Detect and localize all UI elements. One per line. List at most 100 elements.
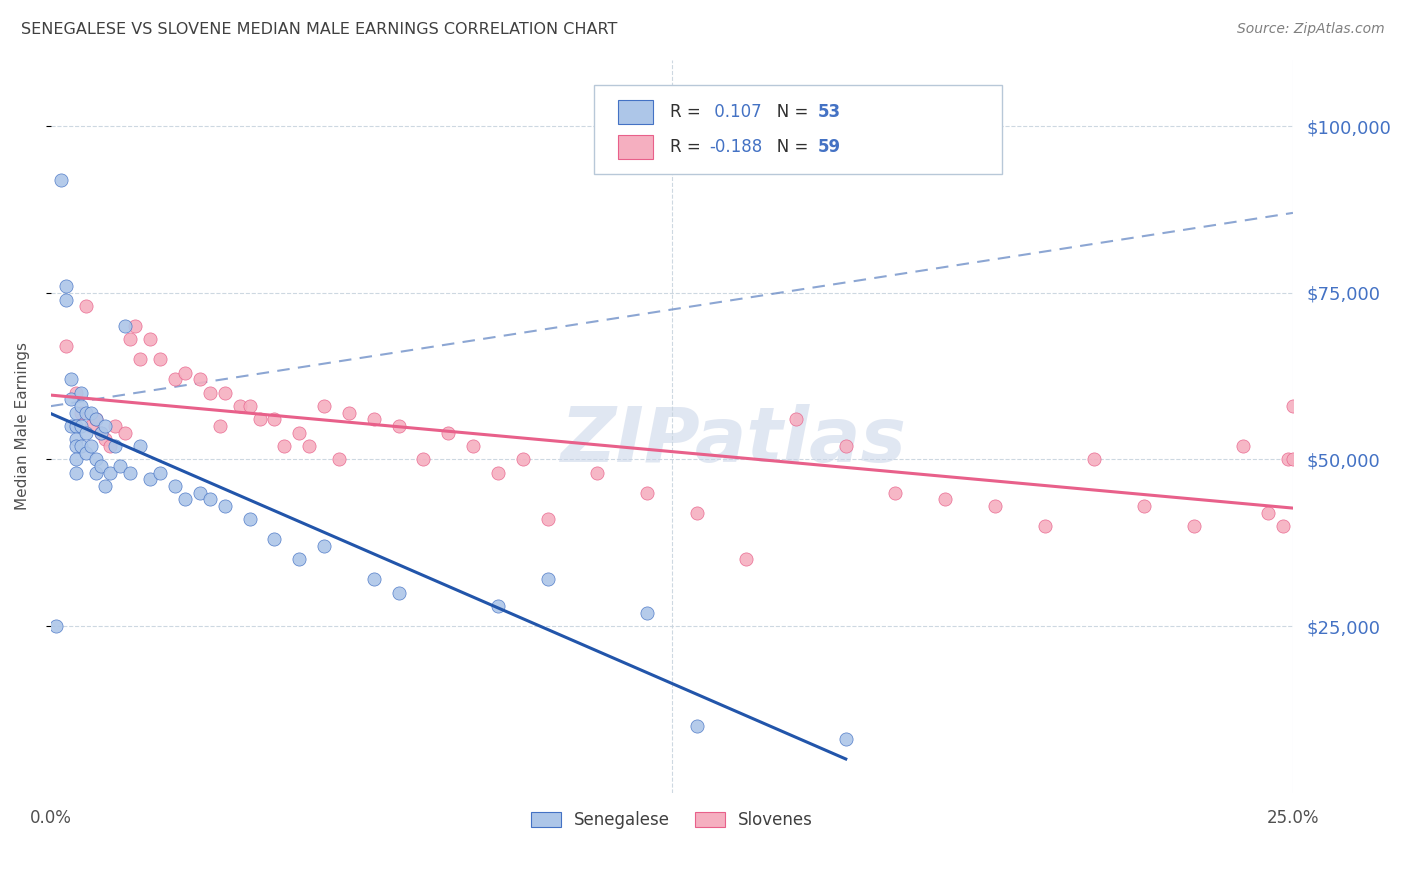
Point (437, 425, 460, 440)
Point (298, 439, 321, 453)
Point (249, 412, 271, 426)
Point (263, 412, 285, 426)
Point (486, 466, 509, 480)
Point (388, 419, 411, 434)
Point (239, 512, 262, 526)
Point (686, 719, 709, 733)
Point (263, 533, 285, 547)
Point (785, 412, 807, 426)
Text: SENEGALESE VS SLOVENE MEDIAN MALE EARNINGS CORRELATION CHART: SENEGALESE VS SLOVENE MEDIAN MALE EARNIN… (21, 22, 617, 37)
Point (1083, 452, 1105, 467)
Point (114, 425, 136, 440)
Point (139, 472, 162, 486)
Point (288, 425, 311, 440)
Point (835, 439, 858, 453)
Point (129, 439, 152, 453)
Point (75, 299, 97, 313)
Point (75, 446, 97, 460)
Point (65, 466, 87, 480)
Point (1182, 519, 1205, 533)
Point (198, 492, 221, 507)
Point (1232, 439, 1254, 453)
Point (104, 419, 127, 434)
Point (65, 406, 87, 420)
Point (65, 419, 87, 434)
Point (314, 399, 336, 413)
Point (686, 506, 709, 520)
Point (129, 352, 152, 367)
Point (208, 419, 231, 434)
Text: Source: ZipAtlas.com: Source: ZipAtlas.com (1237, 22, 1385, 37)
Point (1257, 506, 1279, 520)
Point (314, 539, 336, 553)
Point (463, 439, 485, 453)
Point (65, 385, 87, 400)
Point (636, 606, 658, 620)
Point (65, 433, 87, 447)
Point (934, 492, 956, 507)
Point (537, 573, 560, 587)
Point (174, 366, 197, 380)
Point (55, 339, 77, 353)
Point (110, 459, 132, 474)
Point (835, 732, 858, 747)
Point (65, 452, 87, 467)
Legend: Senegalese, Slovenes: Senegalese, Slovenes (524, 805, 820, 836)
Point (363, 412, 385, 426)
Point (59, 372, 82, 386)
Point (89, 425, 111, 440)
Point (273, 439, 295, 453)
Point (84, 412, 107, 426)
Point (636, 485, 658, 500)
Point (94, 433, 117, 447)
Text: 53: 53 (818, 103, 841, 121)
Point (1282, 399, 1305, 413)
Point (65, 439, 87, 453)
Point (114, 319, 136, 334)
Point (45, 619, 67, 633)
Point (84, 466, 107, 480)
Point (512, 452, 534, 467)
Point (49, 172, 72, 186)
Text: ZIPatlas: ZIPatlas (561, 404, 907, 478)
Point (174, 492, 197, 507)
Point (149, 352, 172, 367)
Y-axis label: Median Male Earnings: Median Male Earnings (15, 343, 30, 510)
Point (163, 372, 186, 386)
Point (288, 552, 311, 566)
Point (586, 466, 609, 480)
Point (69, 399, 91, 413)
Point (1282, 452, 1305, 467)
Point (1277, 452, 1299, 467)
Text: R =: R = (671, 138, 706, 156)
Point (198, 385, 221, 400)
Point (89, 459, 111, 474)
Point (537, 512, 560, 526)
Text: 59: 59 (818, 138, 841, 156)
Text: 0.107: 0.107 (710, 103, 762, 121)
Point (89, 425, 111, 440)
Point (69, 419, 91, 434)
Point (984, 499, 1007, 513)
Point (188, 485, 211, 500)
Text: N =: N = (762, 103, 814, 121)
Point (75, 425, 97, 440)
Point (1133, 499, 1156, 513)
Point (69, 406, 91, 420)
Point (884, 485, 907, 500)
Point (59, 392, 82, 407)
Point (84, 452, 107, 467)
Point (412, 452, 434, 467)
Point (59, 419, 82, 434)
Point (228, 399, 250, 413)
Point (94, 479, 117, 493)
Point (214, 385, 236, 400)
Point (735, 552, 758, 566)
Point (337, 406, 360, 420)
Point (363, 573, 385, 587)
Text: -0.188: -0.188 (710, 138, 762, 156)
Point (139, 333, 162, 347)
Point (69, 385, 91, 400)
Point (79, 439, 101, 453)
Point (100, 466, 122, 480)
